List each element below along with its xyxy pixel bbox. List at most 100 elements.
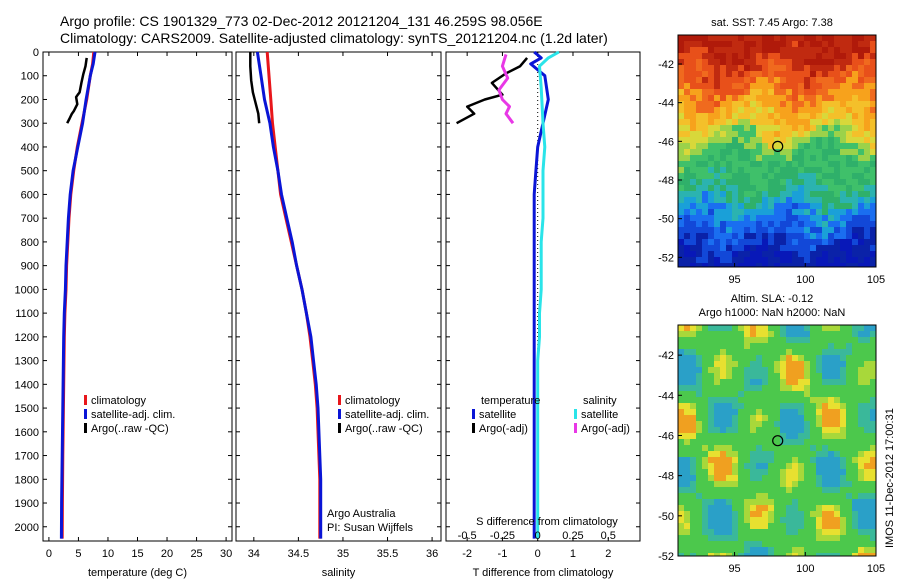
sla-map-argo-marker	[772, 435, 784, 447]
series-line-black	[66, 57, 88, 124]
plot-frame-2	[235, 51, 442, 542]
xtick-label: 35	[337, 548, 349, 560]
ytick-label: 1400	[15, 379, 39, 391]
ytick-label: 1700	[15, 451, 39, 463]
xtick-label: 15	[131, 548, 143, 560]
title-line-1: Argo profile: CS 1901329_773 02-Dec-2012…	[60, 13, 543, 29]
legend-swatch-black	[472, 423, 475, 433]
map-ytick-label: -48	[658, 471, 674, 483]
xtick-label: 34.5	[288, 548, 309, 560]
legend-swatch-magenta	[574, 423, 577, 433]
map-ytick-label: -46	[658, 430, 674, 442]
ytick-label: 800	[21, 237, 39, 249]
map-ytick-label: -52	[658, 252, 674, 264]
ytick-label: 200	[21, 94, 39, 106]
legend-label: climatology	[91, 395, 147, 407]
series-line-blue	[529, 50, 550, 539]
map-ytick-label: -50	[658, 511, 674, 523]
map-ytick-label: -50	[658, 214, 674, 226]
legend-label: Argo(..raw -QC)	[345, 423, 423, 435]
ytick-label: 1500	[15, 403, 39, 415]
xtick-label: 34	[248, 548, 260, 560]
series-line-magenta	[497, 53, 515, 125]
ytick-label: 1100	[15, 308, 39, 320]
series-line-blue	[255, 51, 323, 539]
ytick-label: 1900	[15, 498, 39, 510]
legend-swatch-red	[338, 395, 341, 405]
xtick-label: -2	[462, 548, 472, 560]
xtick2-label: 0.25	[562, 530, 583, 542]
x-axis-label: salinity	[322, 567, 356, 579]
map-xtick-label: 100	[796, 274, 814, 286]
legend-label: Argo(..raw -QC)	[91, 423, 169, 435]
xtick2-label: 0	[535, 530, 541, 542]
map-ytick-label: -42	[658, 350, 674, 362]
imos-timestamp-label: IMOS 11-Dec-2012 17:00:31	[884, 408, 896, 548]
xtick2-label: -0.5	[458, 530, 477, 542]
xtick-label: 2	[605, 548, 611, 560]
ytick-label: 300	[21, 118, 39, 130]
ytick-label: 1200	[15, 332, 39, 344]
xtick-label: 0	[535, 548, 541, 560]
ytick-label: 0	[33, 47, 39, 59]
sst-map-title: sat. SST: 7.45 Argo: 7.38	[711, 17, 833, 29]
plot-frame-1	[42, 51, 233, 542]
ytick-label: 400	[21, 142, 39, 154]
map-xtick-label: 105	[867, 563, 885, 575]
map-ytick-label: -44	[658, 98, 674, 110]
xtick-label: 1	[570, 548, 576, 560]
xtick-label: 0	[46, 548, 52, 560]
legend-header-temperature: temperature	[481, 395, 540, 407]
ytick-label: 100	[21, 71, 39, 83]
ytick-label: 500	[21, 166, 39, 178]
legend-label: Argo(-adj)	[479, 423, 528, 435]
legend-swatch-blue	[338, 409, 341, 419]
legend-swatch-black	[338, 423, 341, 433]
legend-swatch-black	[84, 423, 87, 433]
ytick-label: 1800	[15, 474, 39, 486]
sla-map-frame	[677, 324, 877, 557]
series-line-black	[249, 52, 261, 124]
legend-label: satellite	[479, 409, 516, 421]
xtick-label: 25	[190, 548, 202, 560]
map-xtick-label: 95	[728, 563, 740, 575]
xtick-label: 10	[102, 548, 114, 560]
ytick-label: 900	[21, 261, 39, 273]
map-xtick-label: 95	[728, 274, 740, 286]
sla-map-title: Altim. SLA: -0.12	[731, 293, 814, 305]
x-axis-label: T difference from climatology	[473, 567, 614, 579]
xtick-label: -1	[498, 548, 508, 560]
xtick-label: 35.5	[377, 548, 398, 560]
legend-swatch-blue	[84, 409, 87, 419]
map-xtick-label: 100	[796, 563, 814, 575]
annotation-institution: Argo Australia	[327, 508, 396, 520]
sst-map-frame	[677, 34, 877, 268]
sst-map-argo-marker	[772, 140, 784, 152]
ytick-label: 1300	[15, 356, 39, 368]
title-line-2: Climatology: CARS2009. Satellite-adjuste…	[60, 30, 608, 46]
ytick-label: 1000	[15, 284, 39, 296]
xtick-label: 20	[161, 548, 173, 560]
map-ytick-label: -48	[658, 175, 674, 187]
ytick-label: 700	[21, 213, 39, 225]
series-line-cyan	[536, 50, 560, 539]
ytick-label: 2000	[15, 522, 39, 534]
annotation-pi: PI: Susan Wijffels	[327, 522, 413, 534]
sla-map-subtitle: Argo h1000: NaN h2000: NaN	[699, 307, 846, 319]
legend-header-salinity: salinity	[583, 395, 617, 407]
ytick-label: 600	[21, 189, 39, 201]
xtick2-label: -0.25	[490, 530, 515, 542]
legend-label: Argo(-adj)	[581, 423, 630, 435]
map-ytick-label: -46	[658, 136, 674, 148]
legend-label: satellite	[581, 409, 618, 421]
legend-swatch-cyan	[574, 409, 577, 419]
sla-map-heatmap	[678, 325, 876, 556]
map-ytick-label: -42	[658, 59, 674, 71]
series-line-black	[456, 57, 529, 125]
legend-label: climatology	[345, 395, 401, 407]
xtick-label: 5	[75, 548, 81, 560]
xtick-label: 36	[426, 548, 438, 560]
map-ytick-label: -44	[658, 390, 674, 402]
xtick-label: 30	[220, 548, 232, 560]
